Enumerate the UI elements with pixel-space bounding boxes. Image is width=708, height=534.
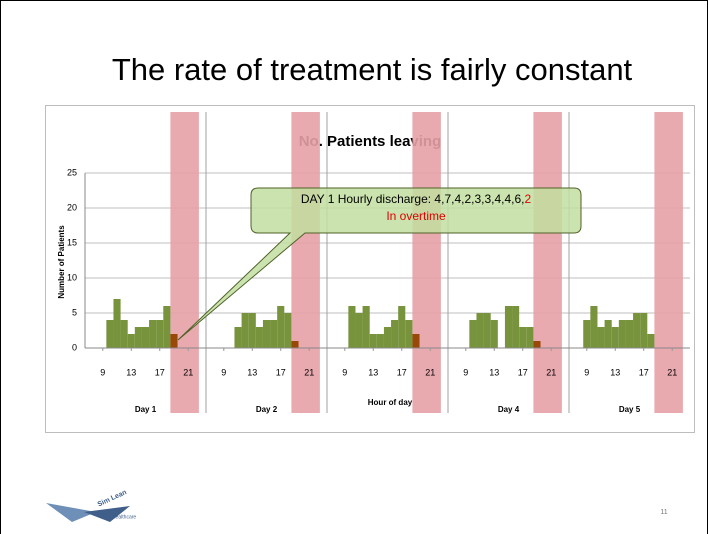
bar [412, 334, 420, 348]
bar [597, 327, 605, 348]
bar [583, 320, 591, 348]
bar [398, 306, 406, 348]
bar [504, 306, 513, 348]
bar [376, 334, 384, 348]
bar [519, 327, 527, 348]
bar [248, 313, 256, 348]
y-tick-label: 10 [67, 272, 77, 282]
bar [241, 313, 249, 348]
bar [291, 341, 299, 348]
bar [405, 320, 413, 348]
bar [156, 320, 164, 348]
y-tick-label: 15 [67, 237, 77, 247]
panel-label: Day 1 [135, 405, 157, 414]
x-tick-label: 17 [397, 367, 407, 377]
x-tick-label: 13 [368, 367, 378, 377]
bar [270, 320, 278, 348]
bar [163, 306, 171, 348]
bar [355, 313, 363, 348]
x-axis-label: Hour of day [368, 398, 413, 407]
y-axis-label: Number of Patients [57, 225, 66, 299]
bar [490, 320, 498, 348]
bar [106, 320, 114, 348]
y-tick-label: 20 [67, 202, 77, 212]
bar [526, 327, 534, 348]
callout-text: DAY 1 Hourly discharge: 4,7,4,2,3,3,4,4,… [301, 192, 532, 206]
bar [512, 306, 520, 348]
slide-title: The rate of treatment is fairly constant [112, 52, 633, 87]
bar [277, 306, 285, 348]
bar [647, 334, 655, 348]
bar [476, 313, 484, 348]
bar [170, 334, 178, 348]
x-tick-label: 9 [342, 367, 347, 377]
bar [604, 320, 612, 348]
bar [262, 320, 271, 348]
bar [533, 341, 541, 348]
panel-label: Day 4 [498, 405, 520, 414]
bar [625, 320, 634, 348]
overtime-band [654, 112, 683, 413]
callout-note: In overtime [386, 209, 446, 223]
bar [469, 320, 477, 348]
overtime-band [412, 112, 441, 413]
bar [483, 313, 491, 348]
bar [234, 327, 242, 348]
bar [113, 299, 121, 348]
overtime-band [170, 112, 199, 413]
chart-frame [45, 105, 695, 433]
bar [120, 320, 128, 348]
x-tick-label: 21 [304, 367, 314, 377]
x-tick-label: 17 [155, 367, 165, 377]
x-tick-label: 21 [183, 367, 193, 377]
callout-highlight: 2 [525, 192, 532, 206]
x-tick-label: 17 [276, 367, 286, 377]
bar [149, 320, 157, 348]
callout-shape [177, 187, 582, 341]
logo-shape [46, 503, 96, 522]
x-tick-label: 9 [463, 367, 468, 377]
panel-label: Day 5 [619, 405, 641, 414]
bar [369, 334, 377, 348]
page-number: 11 [660, 509, 667, 516]
y-tick-label: 5 [72, 307, 77, 317]
x-tick-label: 9 [100, 367, 105, 377]
bar [383, 327, 392, 348]
x-tick-label: 9 [584, 367, 589, 377]
bar [640, 313, 648, 348]
bar [618, 320, 626, 348]
bar [284, 313, 292, 348]
overtime-band [533, 112, 562, 413]
bar [590, 306, 598, 348]
logo-shape [84, 506, 130, 522]
panel-label: Day 2 [256, 405, 278, 414]
callout-main: DAY 1 Hourly discharge: 4,7,4,2,3,3,4,4,… [301, 192, 525, 206]
bar [611, 327, 619, 348]
bar [348, 306, 356, 348]
chart-title: No. Patients leaving [299, 133, 442, 150]
overtime-band [291, 112, 320, 413]
bar [127, 334, 135, 348]
x-tick-label: 21 [667, 367, 677, 377]
x-tick-label: 21 [546, 367, 556, 377]
x-tick-label: 13 [247, 367, 257, 377]
x-tick-label: 21 [425, 367, 435, 377]
bar [362, 306, 370, 348]
bar [141, 327, 150, 348]
x-tick-label: 17 [639, 367, 649, 377]
y-tick-label: 25 [67, 167, 77, 177]
bar [134, 327, 142, 348]
x-tick-label: 17 [518, 367, 528, 377]
x-tick-label: 13 [126, 367, 136, 377]
x-tick-label: 13 [489, 367, 499, 377]
callout: DAY 1 Hourly discharge: 4,7,4,2,3,3,4,4,… [177, 187, 582, 341]
x-tick-label: 9 [221, 367, 226, 377]
x-tick-label: 13 [610, 367, 620, 377]
logo-subtext: Healthcare [112, 514, 136, 520]
bar [255, 327, 263, 348]
bar [391, 320, 399, 348]
bar [633, 313, 641, 348]
y-tick-label: 0 [72, 342, 77, 352]
